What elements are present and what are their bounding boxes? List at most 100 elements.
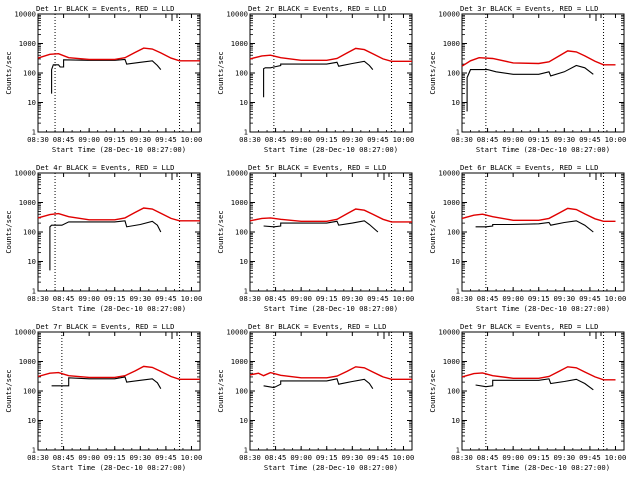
y-axis-label: Counts/sec: [4, 51, 13, 94]
x-tick-label: 09:30: [341, 294, 363, 303]
x-tick-label: 09:30: [341, 453, 363, 462]
y-axis-label: Counts/sec: [216, 369, 225, 412]
y-axis-label: Counts/sec: [428, 210, 437, 253]
x-tick-label: 08:45: [477, 135, 499, 144]
x-tick-label: 08:45: [265, 453, 287, 462]
x-tick-label: 09:15: [528, 135, 550, 144]
x-tick-label: 10:00: [181, 135, 203, 144]
x-tick-label: 08:45: [53, 294, 75, 303]
x-axis-label: Start Time (28-Dec-10 08:27:00): [476, 145, 610, 154]
plot-marker: [595, 172, 602, 180]
x-tick-label: 08:30: [27, 294, 49, 303]
y-tick-label: 1000: [19, 357, 36, 366]
x-tick-label: 10:00: [605, 453, 627, 462]
x-tick-label: 08:45: [53, 135, 75, 144]
chart-panel-1: Det 1r BLACK = Events, RED = LLD 1 10 100 10…: [4, 4, 202, 154]
x-tick-label: 08:45: [265, 294, 287, 303]
y-tick-label: 100: [447, 69, 460, 78]
plot-frame: [249, 331, 413, 451]
chart-panel-2: Det 2r BLACK = Events, RED = LLD 1 10 100 10…: [216, 4, 414, 154]
series-line-events: [475, 220, 594, 233]
series-line-events: [263, 60, 374, 98]
x-tick-label: 08:45: [477, 453, 499, 462]
x-tick-label: 09:30: [129, 453, 151, 462]
y-tick-label: 100: [23, 228, 36, 237]
x-axis-label: Start Time (28-Dec-10 08:27:00): [476, 304, 610, 313]
y-tick-label: 100: [235, 228, 248, 237]
y-tick-label: 10: [451, 416, 460, 425]
y-tick-label: 1: [244, 446, 248, 455]
y-tick-label: 100: [23, 387, 36, 396]
chart-panel-7: Det 7r BLACK = Events, RED = LLD 1 10 100 10…: [4, 322, 202, 472]
x-tick-label: 09:45: [367, 453, 389, 462]
series-line-events: [263, 220, 379, 233]
y-tick-label: 1: [244, 287, 248, 296]
series-line-events: [263, 378, 374, 390]
y-tick-label: 1: [32, 287, 36, 296]
x-tick-label: 09:45: [155, 135, 177, 144]
series-line-events: [49, 220, 162, 271]
x-tick-label: 10:00: [181, 453, 203, 462]
chart-panel-4: Det 4r BLACK = Events, RED = LLD 1 10 100 10…: [4, 163, 202, 313]
x-axis-label: Start Time (28-Dec-10 08:27:00): [476, 463, 610, 472]
x-tick-label: 08:30: [451, 453, 473, 462]
x-tick-label: 09:15: [316, 453, 338, 462]
y-axis-label: Counts/sec: [4, 210, 13, 253]
x-tick-label: 09:00: [290, 453, 312, 462]
y-tick-label: 100: [447, 228, 460, 237]
x-tick-label: 09:30: [129, 135, 151, 144]
chart-title: Det 4r BLACK = Events, RED = LLD: [36, 163, 174, 172]
chart-title: Det 3r BLACK = Events, RED = LLD: [460, 4, 598, 13]
chart-panel-6: Det 6r BLACK = Events, RED = LLD 1 10 100 10…: [428, 163, 626, 313]
x-tick-label: 10:00: [181, 294, 203, 303]
x-tick-label: 09:45: [367, 294, 389, 303]
x-tick-label: 08:45: [265, 135, 287, 144]
x-tick-label: 10:00: [605, 135, 627, 144]
plot-marker: [171, 331, 178, 339]
x-tick-label: 09:30: [341, 135, 363, 144]
y-tick-label: 100: [23, 69, 36, 78]
series-line-lld: [37, 207, 200, 222]
y-tick-label: 1000: [443, 198, 460, 207]
plot-marker: [383, 13, 390, 21]
chart-title: Det 7r BLACK = Events, RED = LLD: [36, 322, 174, 331]
chart-title: Det 9r BLACK = Events, RED = LLD: [460, 322, 598, 331]
y-tick-label: 10: [451, 257, 460, 266]
x-tick-label: 10:00: [605, 294, 627, 303]
x-tick-label: 09:15: [104, 453, 126, 462]
plot-frame: [461, 172, 625, 292]
series-line-events: [475, 378, 594, 391]
x-tick-label: 08:30: [451, 294, 473, 303]
plot-frame: [37, 331, 201, 451]
x-axis-label: Start Time (28-Dec-10 08:27:00): [52, 304, 186, 313]
x-tick-label: 10:00: [393, 294, 415, 303]
y-tick-label: 1000: [231, 39, 248, 48]
x-tick-label: 09:45: [367, 135, 389, 144]
y-tick-label: 10: [27, 416, 36, 425]
y-tick-label: 100: [235, 69, 248, 78]
series-line-lld: [461, 50, 616, 67]
x-tick-label: 09:00: [78, 135, 100, 144]
x-tick-label: 09:00: [78, 294, 100, 303]
y-tick-label: 1: [32, 446, 36, 455]
y-tick-label: 1: [456, 128, 460, 137]
y-tick-label: 100: [447, 387, 460, 396]
series-line-lld: [461, 207, 616, 223]
y-tick-label: 10: [27, 98, 36, 107]
x-tick-label: 09:15: [316, 294, 338, 303]
x-tick-label: 09:30: [553, 294, 575, 303]
x-axis-label: Start Time (28-Dec-10 08:27:00): [264, 463, 398, 472]
y-tick-label: 1000: [231, 198, 248, 207]
x-tick-label: 09:45: [155, 453, 177, 462]
y-axis-label: Counts/sec: [428, 51, 437, 94]
plot-frame: [37, 13, 201, 133]
x-tick-label: 09:30: [129, 294, 151, 303]
plot-marker: [595, 331, 602, 339]
plot-marker: [383, 172, 390, 180]
y-tick-label: 1000: [231, 357, 248, 366]
x-axis-label: Start Time (28-Dec-10 08:27:00): [264, 304, 398, 313]
y-tick-label: 10000: [14, 10, 36, 19]
x-tick-label: 09:45: [579, 135, 601, 144]
